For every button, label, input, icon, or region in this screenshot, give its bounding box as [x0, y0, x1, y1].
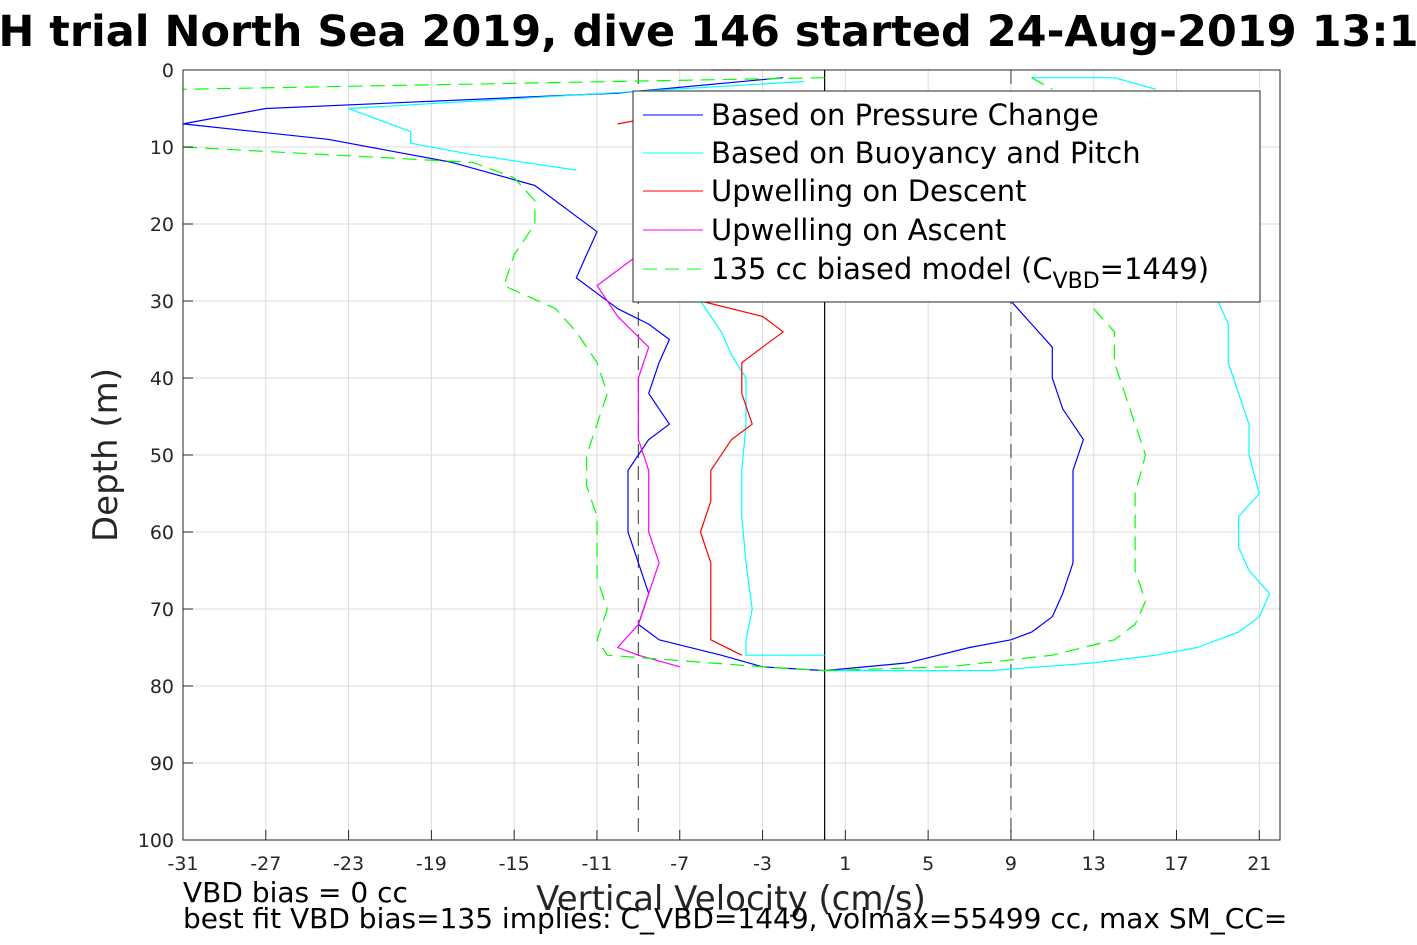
legend-entry-pressure-change: Based on Pressure Change [643, 98, 1099, 132]
legend-label-upwelling-descent: Upwelling on Descent [711, 174, 1027, 208]
y-tick-label: 60 [150, 522, 174, 544]
series-lines [182, 69, 1271, 672]
series-line-5 [182, 146, 825, 672]
y-tick-label: 90 [150, 753, 174, 775]
legend-label-biased-model-main: 135 cc biased model (C [711, 252, 1053, 286]
y-tick-label: 70 [150, 599, 174, 621]
legend-label-upwelling-ascent: Upwelling on Ascent [711, 213, 1006, 247]
legend-label-biased-model-end: =1449) [1100, 252, 1209, 286]
x-tick-label: -23 [333, 853, 364, 875]
series-line-5 [1031, 77, 1053, 90]
legend-entry-upwelling-descent: Upwelling on Descent [643, 174, 1027, 208]
axis-ticks: -31 -27 -23 -19 -15 -11 -7 -3 1 5 9 13 17 21010203040… [138, 60, 1272, 875]
legend-box [632, 90, 1261, 303]
y-tick-label: 10 [150, 137, 174, 159]
series-line-4 [596, 254, 680, 668]
series-line-5 [824, 308, 1147, 672]
x-tick-label: -31 [167, 853, 198, 875]
vbd-bias-note: VBD bias = 0 cc [183, 876, 408, 909]
series-line-2 [348, 80, 804, 171]
series-line-2 [824, 300, 1271, 672]
legend-label-pressure-change: Based on Pressure Change [711, 98, 1099, 132]
x-tick-label: -7 [670, 853, 689, 875]
x-tick-label: 17 [1164, 853, 1188, 875]
y-tick-label: 100 [138, 830, 174, 852]
x-tick-label: 1 [839, 853, 851, 875]
legend-entry-biased-model: 135 cc biased model (CVBD=1449) [643, 252, 1209, 294]
legend-label-buoyancy-pitch: Based on Buoyancy and Pitch [711, 136, 1141, 170]
x-tick-label: -3 [753, 853, 772, 875]
legend-entry-buoyancy-pitch: Based on Buoyancy and Pitch [643, 136, 1141, 170]
legend-label-biased-model-sub: VBD [1053, 269, 1100, 294]
y-tick-label: 30 [150, 291, 174, 313]
series-line-2 [700, 300, 825, 656]
best-fit-note: best fit VBD bias=135 implies: C_VBD=144… [183, 902, 1288, 935]
series-line-3 [699, 300, 784, 656]
y-tick-label: 0 [162, 60, 174, 82]
series-line-5 [182, 77, 825, 90]
legend: Based on Pressure Change Based on Buoyan… [632, 90, 1261, 303]
y-tick-label: 40 [150, 368, 174, 390]
x-tick-label: 13 [1082, 853, 1106, 875]
y-tick-label: 80 [150, 676, 174, 698]
y-tick-label: 20 [150, 214, 174, 236]
x-tick-label: -15 [499, 853, 530, 875]
chart-title: pH trial North Sea 2019, dive 146 starte… [0, 7, 1417, 57]
x-tick-label: -27 [250, 853, 281, 875]
legend-label-biased-model: 135 cc biased model (CVBD=1449) [711, 252, 1209, 294]
series-line-2 [1031, 77, 1156, 90]
x-tick-label: -11 [581, 853, 612, 875]
x-tick-label: 5 [922, 853, 934, 875]
x-tick-label: 21 [1247, 853, 1271, 875]
x-tick-label: -19 [416, 853, 447, 875]
x-tick-label: 9 [1005, 853, 1017, 875]
x-axis-label: Vertical Velocity (cm/s) [536, 879, 926, 919]
legend-entry-upwelling-ascent: Upwelling on Ascent [643, 213, 1006, 247]
y-tick-label: 50 [150, 445, 174, 467]
y-axis-label: Depth (m) [86, 368, 126, 542]
series-line-1 [824, 300, 1085, 672]
